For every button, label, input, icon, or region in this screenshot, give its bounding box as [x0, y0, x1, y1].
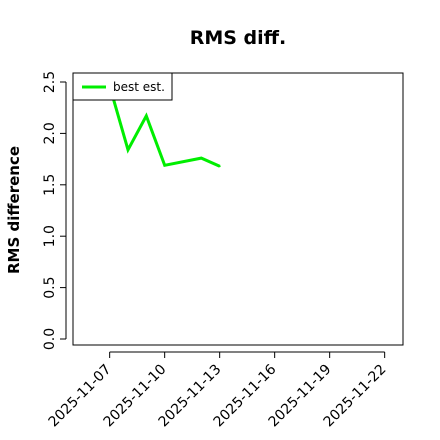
y-tick-label: 0.0	[42, 328, 58, 350]
y-axis: 0.0 0.5 1.0 1.5 2.0 2.5	[42, 71, 67, 350]
data-point	[163, 164, 166, 167]
data-point	[218, 165, 221, 168]
y-axis-label: RMS difference	[5, 146, 23, 274]
y-tick-label: 2.5	[42, 71, 58, 93]
y-tick-label: 0.5	[42, 276, 58, 298]
chart-title: RMS diff.	[190, 27, 287, 49]
x-axis: 2025-11-072025-11-102025-11-132025-11-16…	[46, 351, 389, 430]
data-point	[145, 114, 148, 117]
y-tick-label: 1.5	[42, 174, 58, 196]
y-tick-label: 1.0	[42, 225, 58, 247]
series-line	[108, 85, 221, 168]
y-tick-label: 2.0	[42, 122, 58, 144]
legend: best est.	[72, 72, 173, 101]
data-point	[200, 157, 203, 160]
legend-label: best est.	[113, 80, 165, 94]
data-point	[127, 148, 129, 151]
plot-frame	[72, 72, 404, 346]
